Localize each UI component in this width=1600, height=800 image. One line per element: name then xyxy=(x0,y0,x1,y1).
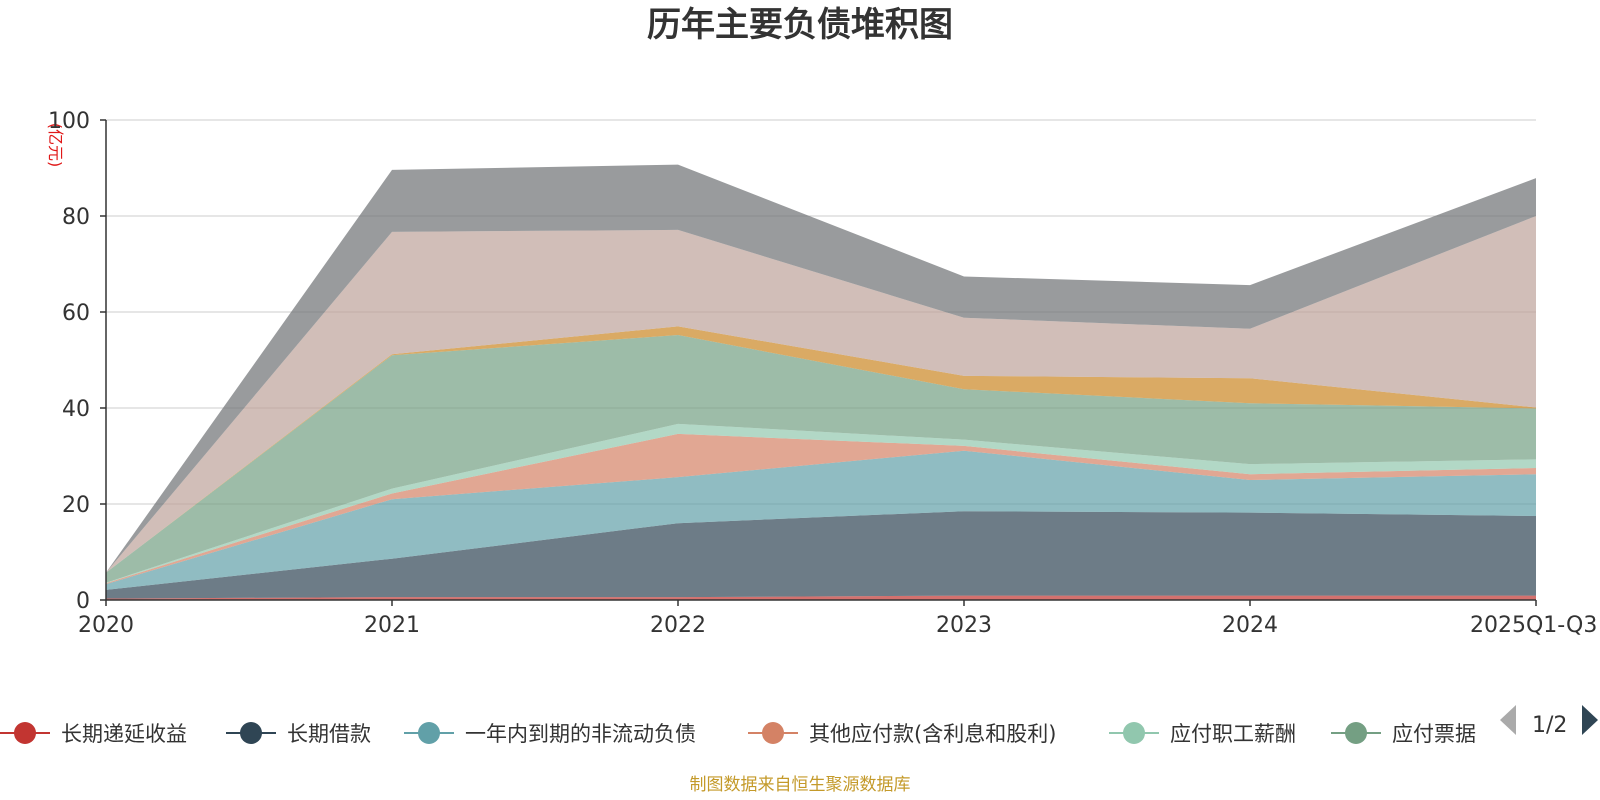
x-tick-label: 2021 xyxy=(364,613,420,638)
grid-lines: 0 20 40 60 80 100 xyxy=(48,109,1536,614)
x-tick-label: 2025Q1-Q3 xyxy=(1470,613,1597,638)
area-应付账款 xyxy=(106,326,1536,573)
area-短期借款 xyxy=(106,216,1536,573)
legend-marker-icon xyxy=(14,722,36,744)
legend-item[interactable]: 应付票据 xyxy=(1331,722,1476,746)
y-tick-label: 80 xyxy=(62,205,90,230)
legend-label: 一年内到期的非流动负债 xyxy=(465,722,696,746)
legend-prev-icon[interactable] xyxy=(1500,705,1516,735)
legend-marker-icon xyxy=(1123,722,1145,744)
legend-marker-icon xyxy=(1345,722,1367,744)
area-应付票据 xyxy=(106,335,1536,583)
legend-label: 长期借款 xyxy=(287,722,371,746)
legend-item[interactable]: 其他应付款(含利息和股利) xyxy=(748,722,1056,746)
area-series xyxy=(106,164,1536,600)
axes: 2020 2021 2022 2023 2024 2025Q1-Q3 xyxy=(78,119,1597,638)
legend-pager: 1/2 xyxy=(1500,705,1598,738)
y-tick-label: 20 xyxy=(62,493,90,518)
legend-marker-icon xyxy=(240,722,262,744)
legend-marker-icon xyxy=(418,722,440,744)
area-合同负债 xyxy=(106,164,1536,573)
legend-item[interactable]: 应付职工薪酬 xyxy=(1109,722,1296,746)
legend-marker-icon xyxy=(762,722,784,744)
legend-item[interactable]: 长期递延收益 xyxy=(0,722,187,746)
legend: 长期递延收益 长期借款 一年内到期的非流动负债 其他应付款(含利息和股利) 应付职工薪酬… xyxy=(0,722,1476,746)
x-tick-label: 2022 xyxy=(650,613,706,638)
legend-item[interactable]: 一年内到期的非流动负债 xyxy=(404,722,696,746)
y-tick-label: 60 xyxy=(62,301,90,326)
y-axis-unit: (亿元) xyxy=(46,123,65,168)
data-source-note: 制图数据来自恒生聚源数据库 xyxy=(690,775,911,795)
legend-next-icon[interactable] xyxy=(1582,705,1598,735)
chart-title: 历年主要负债堆积图 xyxy=(647,5,953,45)
legend-item[interactable]: 长期借款 xyxy=(226,722,371,746)
area-长期递延收益 xyxy=(106,595,1536,600)
area-一年内到期的非流动负债 xyxy=(106,450,1536,590)
x-tick-label: 2024 xyxy=(1222,613,1278,638)
legend-label: 其他应付款(含利息和股利) xyxy=(809,722,1056,746)
y-tick-label: 0 xyxy=(76,589,90,614)
y-tick-label: 40 xyxy=(62,397,90,422)
legend-label: 长期递延收益 xyxy=(61,722,187,746)
area-应付职工薪酬 xyxy=(106,423,1536,584)
area-长期借款 xyxy=(106,511,1536,599)
y-tick-label: 100 xyxy=(48,109,90,134)
legend-label: 应付职工薪酬 xyxy=(1170,722,1296,746)
area-其他应付款(含利息和股利) xyxy=(106,433,1536,585)
x-tick-label: 2020 xyxy=(78,613,134,638)
x-tick-label: 2023 xyxy=(936,613,992,638)
legend-label: 应付票据 xyxy=(1392,722,1476,746)
legend-page-indicator: 1/2 xyxy=(1532,713,1567,738)
